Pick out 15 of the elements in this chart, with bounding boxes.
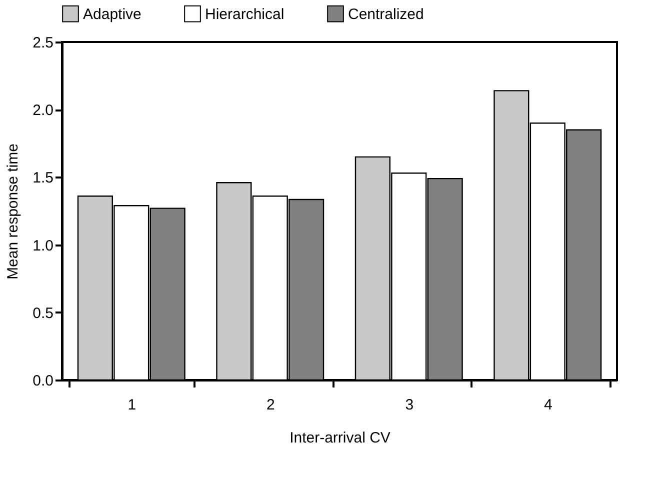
- y-tick-label: 2.5: [32, 34, 54, 52]
- x-tick-label: 1: [128, 396, 136, 414]
- legend-label: Centralized: [348, 6, 424, 23]
- y-axis-title: Mean response time: [4, 144, 22, 280]
- x-tick-label: 3: [405, 396, 414, 414]
- y-tick-label: 1.0: [32, 237, 54, 254]
- y-tick-label: 2.0: [32, 102, 54, 120]
- y-tick-label: 0.5: [32, 304, 54, 322]
- y-tick-label: 0.0: [32, 372, 54, 390]
- legend-label: Adaptive: [83, 6, 142, 23]
- x-tick-label: 4: [544, 396, 552, 414]
- x-axis-title: Inter-arrival CV: [290, 430, 390, 446]
- legend-label: Hierarchical: [205, 6, 284, 23]
- x-tick-label: 2: [266, 396, 275, 414]
- y-tick-label: 1.5: [32, 170, 54, 187]
